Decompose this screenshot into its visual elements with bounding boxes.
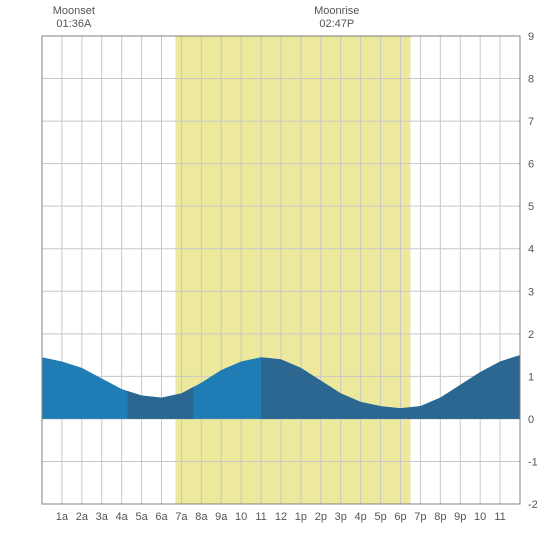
y-tick-label: 1 (528, 371, 534, 383)
x-tick-label: 10 (235, 511, 247, 523)
daylight-band (175, 36, 410, 504)
y-tick-label: 6 (528, 159, 534, 171)
x-tick-label: 5p (374, 511, 386, 523)
x-tick-label: 2a (76, 511, 89, 523)
x-tick-label: 7a (175, 511, 188, 523)
y-tick-label: 7 (528, 116, 534, 128)
x-tick-label: 3p (335, 511, 347, 523)
y-tick-label: 3 (528, 286, 534, 298)
moonset-label: Moonset (53, 5, 95, 17)
x-tick-label: 10 (474, 511, 486, 523)
y-tick-label: 0 (528, 414, 534, 426)
y-tick-label: 2 (528, 329, 534, 341)
x-tick-label: 1p (295, 511, 307, 523)
x-tick-label: 12 (275, 511, 287, 523)
x-tick-label: 11 (494, 511, 505, 523)
y-tick-label: -2 (528, 499, 538, 511)
x-tick-label: 6a (155, 511, 168, 523)
tide-chart: -2-101234567891a2a3a4a5a6a7a8a9a1011121p… (0, 0, 550, 550)
y-tick-label: -1 (528, 456, 538, 468)
y-tick-label: 5 (528, 201, 534, 213)
x-tick-label: 9p (454, 511, 466, 523)
x-tick-label: 11 (255, 511, 266, 523)
moonrise-time: 02:47P (319, 18, 354, 30)
x-tick-label: 4a (116, 511, 129, 523)
y-tick-label: 9 (528, 31, 534, 43)
x-tick-label: 8p (434, 511, 446, 523)
x-tick-label: 8a (195, 511, 208, 523)
x-tick-label: 4p (355, 511, 367, 523)
moonrise-label: Moonrise (314, 5, 359, 17)
x-tick-label: 7p (414, 511, 426, 523)
x-tick-label: 9a (215, 511, 228, 523)
x-tick-label: 5a (135, 511, 148, 523)
y-tick-label: 8 (528, 74, 534, 86)
x-tick-label: 6p (394, 511, 406, 523)
x-tick-label: 1a (56, 511, 69, 523)
y-tick-label: 4 (528, 244, 534, 256)
x-tick-label: 3a (96, 511, 109, 523)
moonset-time: 01:36A (56, 18, 92, 30)
x-tick-label: 2p (315, 511, 327, 523)
